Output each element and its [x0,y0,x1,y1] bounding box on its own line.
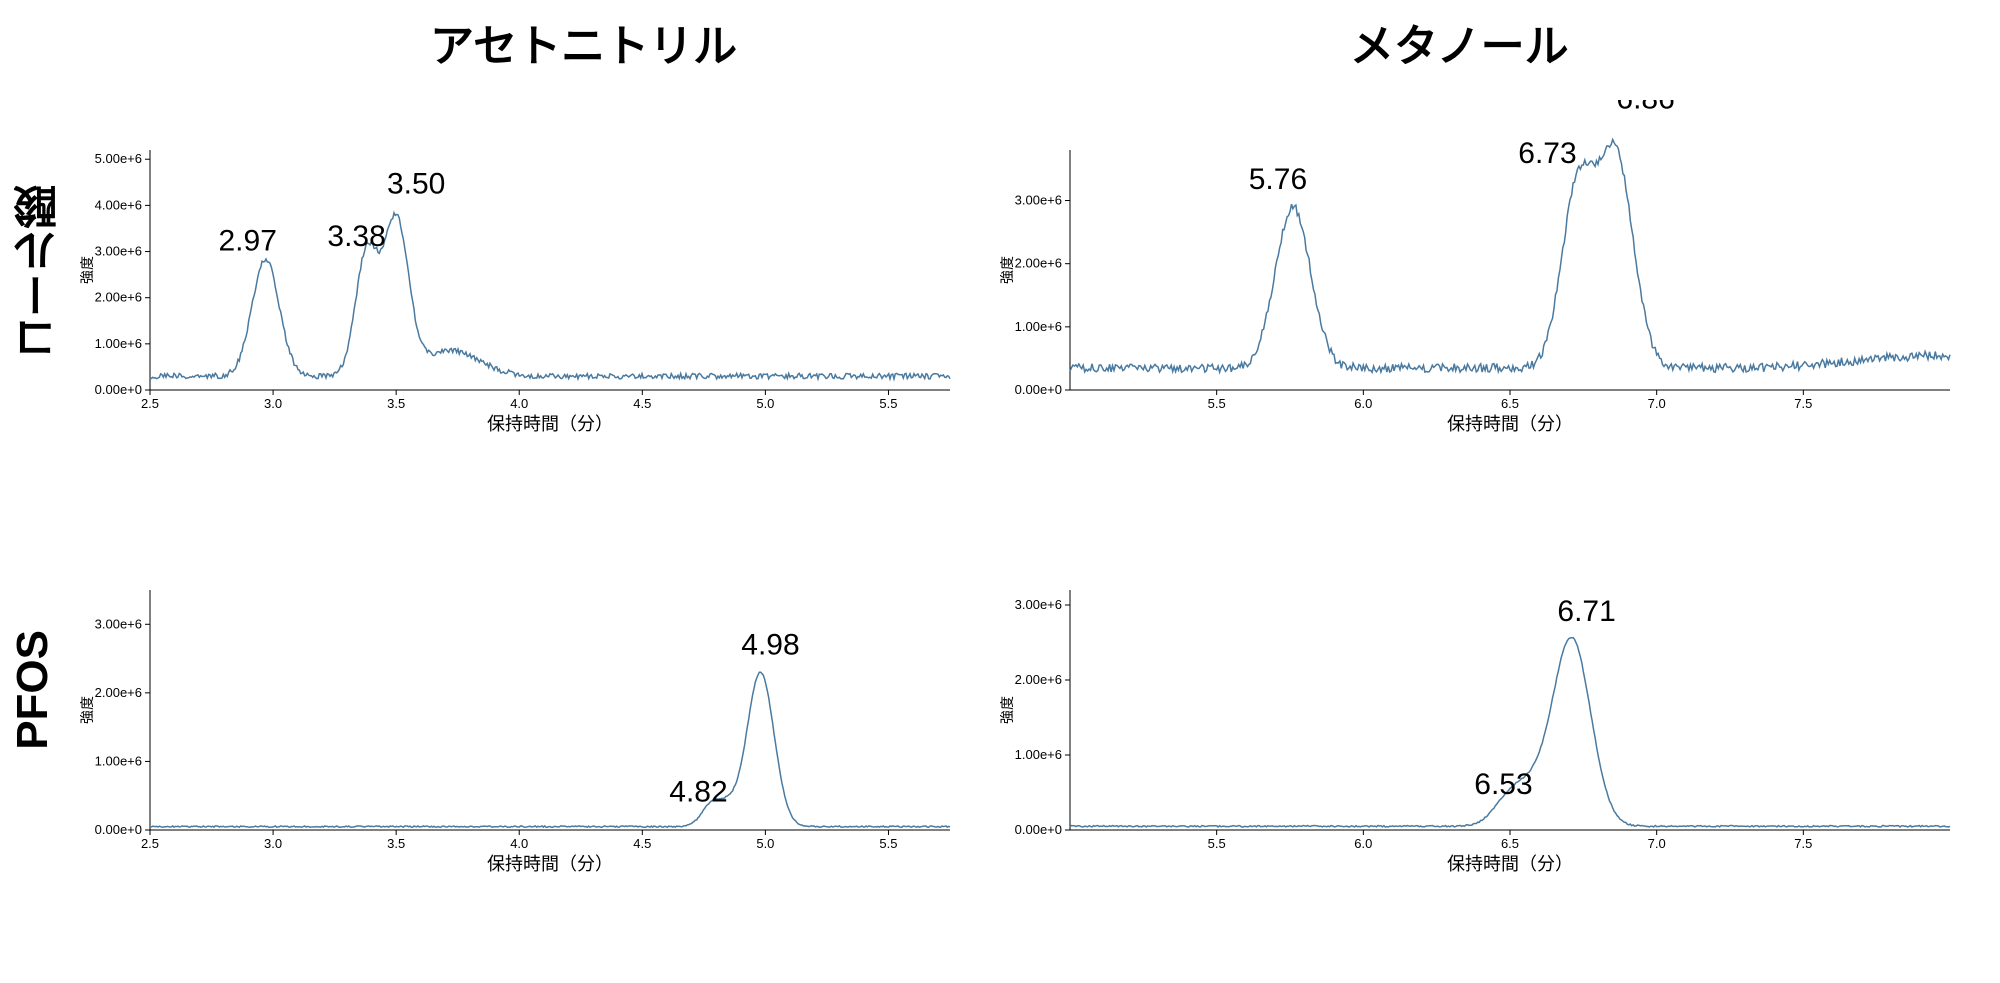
svg-text:3.0: 3.0 [264,836,282,851]
svg-text:4.00e+6: 4.00e+6 [95,197,142,212]
peak-label: 5.76 [1249,163,1307,196]
x-axis-label: 保持時間（分） [487,414,613,434]
column-titles-row: アセトニトリル メタノール [0,10,2000,70]
peak-label: 3.38 [327,220,385,253]
svg-text:7.0: 7.0 [1648,836,1666,851]
svg-text:7.0: 7.0 [1648,396,1666,411]
chromatogram-svg: 0.00e+0 1.00e+6 2.00e+6 3.00e+6 5.5 6.0 6.5 7.… [1000,100,1960,440]
svg-text:6.5: 6.5 [1501,396,1519,411]
svg-text:4.5: 4.5 [633,836,651,851]
svg-text:1.00e+6: 1.00e+6 [95,336,142,351]
peak-label: 3.50 [387,168,445,201]
svg-text:6.0: 6.0 [1354,836,1372,851]
svg-text:2.00e+6: 2.00e+6 [95,685,142,700]
y-axis-label: 強度 [1000,696,1015,724]
svg-text:7.5: 7.5 [1794,836,1812,851]
svg-text:3.0: 3.0 [264,396,282,411]
svg-text:0.00e+0: 0.00e+0 [1015,382,1062,397]
svg-text:3.00e+6: 3.00e+6 [1015,597,1062,612]
y-axis-label: 強度 [80,696,95,724]
plot-background [80,100,960,440]
svg-text:5.5: 5.5 [1208,396,1226,411]
svg-text:3.5: 3.5 [387,836,405,851]
svg-text:1.00e+6: 1.00e+6 [1015,747,1062,762]
row-label-cholic-acid: コール酸 [8,185,72,361]
svg-text:4.0: 4.0 [510,836,528,851]
x-axis-label: 保持時間（分） [487,854,613,874]
svg-text:5.5: 5.5 [1208,836,1226,851]
plot-background [80,540,960,880]
column-title-acetonitrile: アセトニトリル [430,10,737,74]
svg-text:1.00e+6: 1.00e+6 [95,753,142,768]
peak-label: 2.97 [218,224,276,257]
svg-text:3.00e+6: 3.00e+6 [1015,193,1062,208]
svg-text:6.5: 6.5 [1501,836,1519,851]
peak-label: 4.82 [669,775,727,808]
svg-text:3.00e+6: 3.00e+6 [95,244,142,259]
svg-text:1.00e+6: 1.00e+6 [1015,319,1062,334]
svg-text:2.5: 2.5 [141,836,159,851]
chromatogram-panel: 0.00e+0 1.00e+6 2.00e+6 3.00e+6 5.5 6.0 6.5 7.… [1000,100,1960,440]
svg-text:4.0: 4.0 [510,396,528,411]
svg-text:5.5: 5.5 [879,836,897,851]
svg-text:6.0: 6.0 [1354,396,1372,411]
svg-text:5.0: 5.0 [756,396,774,411]
svg-text:7.5: 7.5 [1794,396,1812,411]
svg-text:0.00e+0: 0.00e+0 [1015,822,1062,837]
svg-text:5.0: 5.0 [756,836,774,851]
column-title-methanol: メタノール [1350,10,1569,74]
peak-label: 6.53 [1474,768,1532,801]
y-axis-label: 強度 [1000,256,1015,284]
peak-label: 6.73 [1518,137,1576,170]
row-label-pfos: PFOS [8,630,58,750]
x-axis-label: 保持時間（分） [1447,414,1573,434]
svg-text:5.5: 5.5 [879,396,897,411]
svg-text:2.00e+6: 2.00e+6 [1015,672,1062,687]
peak-label: 4.98 [741,628,799,661]
chromatogram-panel: 0.00e+0 1.00e+6 2.00e+6 3.00e+6 5.5 6.0 6.5 7.… [1000,540,1960,880]
peak-label: 6.71 [1557,595,1615,628]
chromatogram-grid: アセトニトリル メタノール コール酸 PFOS 0.00e+0 1.00e+6 2.… [0,0,2000,983]
x-axis-label: 保持時間（分） [1447,854,1573,874]
svg-text:3.00e+6: 3.00e+6 [95,616,142,631]
svg-text:5.00e+6: 5.00e+6 [95,151,142,166]
plot-background [1000,100,1960,440]
svg-text:2.00e+6: 2.00e+6 [1015,256,1062,271]
y-axis-label: 強度 [80,256,95,284]
svg-text:2.00e+6: 2.00e+6 [95,290,142,305]
plot-background [1000,540,1960,880]
svg-text:2.5: 2.5 [141,396,159,411]
peak-label: 6.86 [1616,100,1674,115]
svg-text:4.5: 4.5 [633,396,651,411]
chromatogram-svg: 0.00e+0 1.00e+6 2.00e+6 3.00e+6 5.5 6.0 6.5 7.… [1000,540,1960,880]
svg-text:0.00e+0: 0.00e+0 [95,822,142,837]
chromatogram-panel: 0.00e+0 1.00e+6 2.00e+6 3.00e+6 2.5 3.0 3.5 4.… [80,540,960,880]
chromatogram-panel: 0.00e+0 1.00e+6 2.00e+6 3.00e+6 4.00e+6 5.00e… [80,100,960,440]
chromatogram-svg: 0.00e+0 1.00e+6 2.00e+6 3.00e+6 2.5 3.0 3.5 4.… [80,540,960,880]
chromatogram-svg: 0.00e+0 1.00e+6 2.00e+6 3.00e+6 4.00e+6 5.00e… [80,100,960,440]
svg-text:0.00e+0: 0.00e+0 [95,382,142,397]
svg-text:3.5: 3.5 [387,396,405,411]
